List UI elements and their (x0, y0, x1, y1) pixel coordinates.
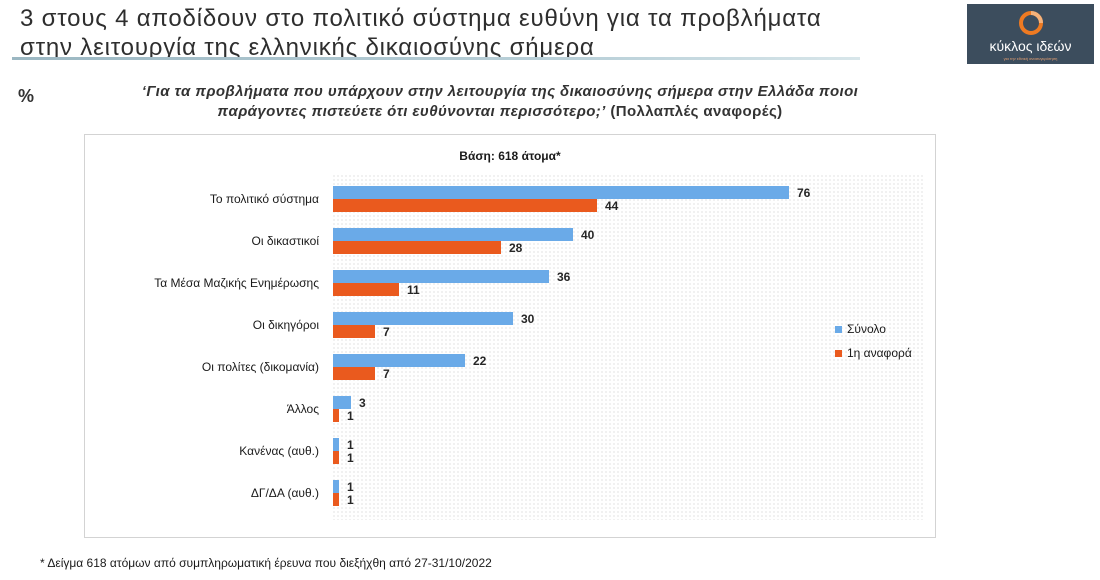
logo-ring-icon (1019, 11, 1043, 35)
data-label: 22 (473, 354, 487, 368)
bar (333, 241, 501, 254)
data-label: 1 (347, 451, 354, 465)
category-label: Άλλος (287, 402, 320, 416)
data-label: 36 (557, 270, 571, 284)
bar (333, 438, 339, 451)
logo-text: κύκλος ιδεών (989, 38, 1072, 54)
data-label: 11 (407, 283, 420, 297)
category-label: Οι δικαστικοί (252, 234, 320, 248)
data-label: 30 (521, 312, 535, 326)
bar (333, 186, 789, 199)
chart-title: Βάση: 618 άτομα* (459, 149, 561, 163)
bar (333, 367, 375, 380)
category-label: ΔΓ/ΔΑ (αυθ.) (251, 486, 319, 500)
bar (333, 480, 339, 493)
survey-question: ‘Για τα προβλήματα που υπάρχουν στην λει… (100, 82, 900, 122)
data-label: 1 (347, 493, 354, 507)
bar (333, 283, 399, 296)
page-title: 3 στους 4 αποδίδουν στο πολιτικό σύστημα… (20, 4, 920, 62)
chart-panel: Βάση: 618 άτομα* Το πολιτικό σύστημα 76 44… (84, 134, 936, 538)
bar (333, 396, 351, 409)
data-label: 7 (383, 367, 390, 381)
category-label: Το πολιτικό σύστημα (210, 192, 319, 206)
data-label: 40 (581, 228, 595, 242)
data-label: 7 (383, 325, 390, 339)
data-label: 44 (605, 199, 619, 213)
logo: κύκλος ιδεών για την εθνική ανασυγκρότησ… (967, 4, 1094, 64)
category-label: Κανένας (αυθ.) (239, 444, 319, 458)
percent-sign: % (18, 86, 35, 106)
bar (333, 354, 465, 367)
legend-label: Σύνολο (847, 322, 886, 336)
title-line-2: στην λειτουργία της ελληνικής δικαιοσύνη… (20, 34, 595, 61)
bar (333, 228, 573, 241)
data-label: 76 (797, 186, 811, 200)
legend-swatch (835, 326, 842, 333)
data-label: 3 (359, 396, 366, 410)
question-line-1: ‘Για τα προβλήματα που υπάρχουν στην λει… (141, 83, 859, 100)
bar (333, 270, 549, 283)
data-label: 28 (509, 241, 523, 255)
category-label: Οι δικηγόροι (253, 318, 320, 332)
legend-swatch (835, 350, 842, 357)
category-label: Οι πολίτες (δικομανία) (202, 360, 319, 374)
bar (333, 409, 339, 422)
bar (333, 451, 339, 464)
bar (333, 199, 597, 212)
footnote: * Δείγμα 618 ατόμων από συμπληρωματική έ… (40, 556, 492, 570)
bar-chart: Βάση: 618 άτομα* Το πολιτικό σύστημα 76 44… (154, 149, 925, 520)
plot-area (331, 175, 925, 520)
title-underline (12, 57, 860, 60)
legend-label: 1η αναφορά (847, 346, 912, 360)
question-line-2: παράγοντες πιστεύετε ότι ευθύνονται περι… (217, 103, 606, 120)
question-note: (Πολλαπλές αναφορές) (605, 103, 783, 120)
bar (333, 312, 513, 325)
data-label: 1 (347, 438, 354, 452)
data-label: 1 (347, 409, 354, 423)
bar (333, 325, 375, 338)
legend: Σύνολο 1η αναφορά (835, 322, 912, 360)
data-label: 1 (347, 480, 354, 494)
bar (333, 493, 339, 506)
category-label: Τα Μέσα Μαζικής Ενημέρωσης (154, 276, 319, 290)
title-line-1: 3 στους 4 αποδίδουν στο πολιτικό σύστημα… (20, 5, 822, 32)
logo-subtext: για την εθνική ανασυγκρότηση (1003, 56, 1058, 61)
